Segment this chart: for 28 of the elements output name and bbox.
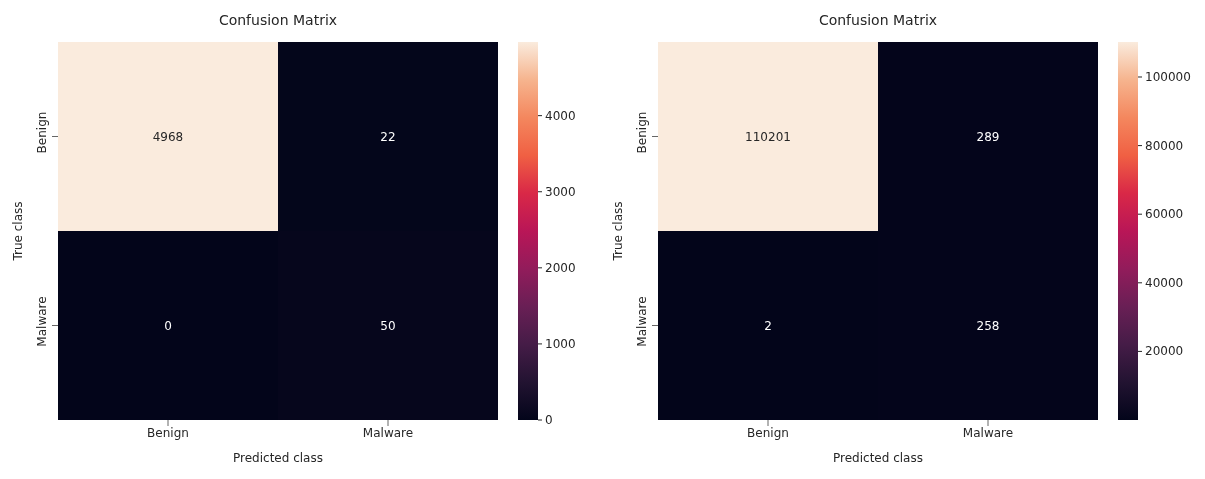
y-axis-title: True class <box>11 201 26 262</box>
x-tick-label: Benign <box>147 425 189 440</box>
color-bar-label: 3000 <box>545 184 576 199</box>
color-bar-label: 1000 <box>545 336 576 351</box>
data-label: 2 <box>764 318 772 333</box>
x-axis-title: Predicted class <box>833 451 923 465</box>
x-tick-label: Malware <box>962 425 1014 440</box>
color-bar-label: 100000 <box>1145 69 1191 84</box>
color-bar-label: 80000 <box>1145 138 1184 153</box>
x-tick-label: Malware <box>362 425 414 440</box>
color-bar-label: 2000 <box>545 260 576 275</box>
color-bar-label: 0 <box>545 413 553 427</box>
color-bar-label: 20000 <box>1145 344 1184 359</box>
color-bar-label: 4000 <box>545 108 576 123</box>
chart-title: Confusion Matrix <box>217 12 339 28</box>
data-label: 22 <box>380 129 396 144</box>
data-label: 4968 <box>152 129 184 144</box>
color-bar-label: 40000 <box>1145 275 1184 290</box>
data-label: 0 <box>164 318 172 333</box>
data-label: 258 <box>976 318 1000 333</box>
data-label: 50 <box>380 318 396 333</box>
x-axis-title: Predicted class <box>233 451 323 465</box>
data-label: 289 <box>976 129 1000 144</box>
color-bar-label: 60000 <box>1145 207 1184 222</box>
x-tick-label: Benign <box>747 425 789 440</box>
data-label: 110201 <box>745 129 791 144</box>
chart-title: Confusion Matrix <box>817 12 939 28</box>
y-axis-title: True class <box>611 201 626 262</box>
